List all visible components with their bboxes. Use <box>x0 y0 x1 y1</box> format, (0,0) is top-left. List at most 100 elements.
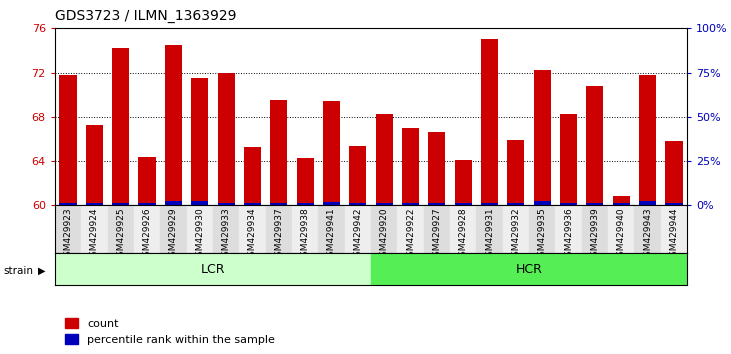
Bar <box>218 73 235 205</box>
Bar <box>665 202 683 205</box>
Text: GSM429925: GSM429925 <box>116 208 125 262</box>
Text: GSM429931: GSM429931 <box>485 208 494 262</box>
Bar <box>134 205 160 253</box>
Bar <box>455 202 471 205</box>
Text: GSM429926: GSM429926 <box>143 208 151 262</box>
Text: GSM429927: GSM429927 <box>432 208 442 262</box>
Bar <box>55 205 81 253</box>
Bar <box>59 202 77 205</box>
Bar <box>507 202 524 205</box>
Bar <box>402 202 419 205</box>
Bar <box>59 75 77 205</box>
Bar <box>244 147 261 205</box>
Text: ▶: ▶ <box>38 266 45 276</box>
Text: GSM429922: GSM429922 <box>406 208 415 262</box>
Text: GSM429937: GSM429937 <box>274 208 284 262</box>
Bar <box>586 202 604 205</box>
Bar <box>582 205 608 253</box>
Text: GSM429942: GSM429942 <box>353 208 363 262</box>
Bar <box>112 48 129 205</box>
Bar <box>138 202 156 205</box>
Bar <box>318 205 344 253</box>
Text: GSM429936: GSM429936 <box>564 208 573 262</box>
Text: GSM429932: GSM429932 <box>512 208 520 262</box>
Bar <box>371 253 687 285</box>
Bar <box>55 253 371 285</box>
Bar <box>270 202 287 205</box>
Text: GSM429933: GSM429933 <box>221 208 230 262</box>
Bar <box>192 78 208 205</box>
Bar <box>265 205 292 253</box>
Text: GSM429929: GSM429929 <box>169 208 178 262</box>
Bar <box>428 132 445 205</box>
Bar <box>160 205 186 253</box>
Bar <box>86 202 103 205</box>
Text: GSM429935: GSM429935 <box>538 208 547 262</box>
Bar <box>560 114 577 205</box>
Text: GSM429924: GSM429924 <box>90 208 99 262</box>
Bar <box>349 145 366 205</box>
Text: GSM429930: GSM429930 <box>195 208 204 262</box>
Text: GSM429928: GSM429928 <box>458 208 468 262</box>
Bar <box>107 205 134 253</box>
Bar <box>477 205 503 253</box>
Bar <box>608 205 635 253</box>
Bar <box>164 45 182 205</box>
Text: GSM429943: GSM429943 <box>643 208 652 262</box>
Bar <box>481 39 498 205</box>
Bar <box>639 201 656 205</box>
Bar <box>376 114 393 205</box>
Bar <box>635 205 661 253</box>
Text: GSM429920: GSM429920 <box>379 208 389 262</box>
Bar <box>186 205 213 253</box>
Bar <box>323 202 340 205</box>
Legend: count, percentile rank within the sample: count, percentile rank within the sample <box>61 314 279 349</box>
Bar <box>239 205 265 253</box>
Bar <box>665 141 683 205</box>
Bar <box>297 202 314 205</box>
Text: GSM429940: GSM429940 <box>617 208 626 262</box>
Bar <box>349 202 366 205</box>
Bar <box>481 202 498 205</box>
Bar <box>534 70 550 205</box>
Bar <box>164 201 182 205</box>
Text: GSM429941: GSM429941 <box>327 208 336 262</box>
Text: LCR: LCR <box>200 263 225 275</box>
Text: GSM429938: GSM429938 <box>300 208 310 262</box>
Bar <box>218 202 235 205</box>
Bar <box>613 196 630 205</box>
Text: GDS3723 / ILMN_1363929: GDS3723 / ILMN_1363929 <box>55 9 236 23</box>
Bar <box>428 202 445 205</box>
Bar <box>534 201 550 205</box>
Bar <box>560 202 577 205</box>
Bar <box>398 205 424 253</box>
Bar <box>192 201 208 205</box>
Bar <box>661 205 687 253</box>
Bar <box>586 86 604 205</box>
Text: strain: strain <box>4 266 34 276</box>
Bar <box>424 205 450 253</box>
Bar <box>613 202 630 205</box>
Text: GSM429923: GSM429923 <box>64 208 72 262</box>
Bar <box>376 202 393 205</box>
Bar <box>371 205 398 253</box>
Bar <box>86 125 103 205</box>
Bar <box>213 205 239 253</box>
Bar <box>292 205 318 253</box>
Bar <box>138 156 156 205</box>
Bar <box>529 205 556 253</box>
Text: GSM429934: GSM429934 <box>248 208 257 262</box>
Bar <box>402 128 419 205</box>
Bar <box>639 75 656 205</box>
Bar <box>270 100 287 205</box>
Text: GSM429939: GSM429939 <box>591 208 599 262</box>
Bar <box>297 158 314 205</box>
Text: GSM429944: GSM429944 <box>670 208 678 262</box>
Bar <box>344 205 371 253</box>
Bar <box>244 202 261 205</box>
Bar <box>507 140 524 205</box>
Bar <box>450 205 477 253</box>
Bar <box>323 101 340 205</box>
Bar <box>112 202 129 205</box>
Bar <box>81 205 107 253</box>
